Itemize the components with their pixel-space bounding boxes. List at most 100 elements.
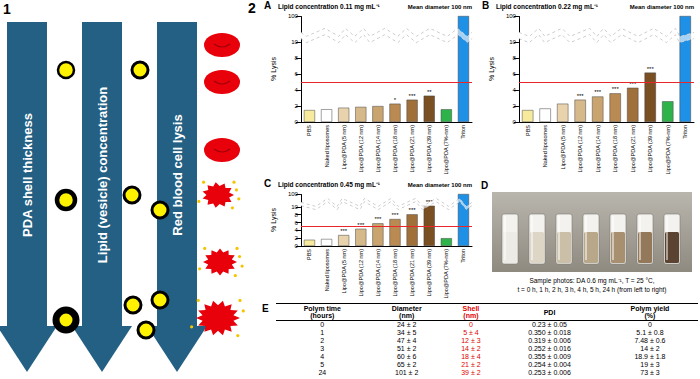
svg-text:% Lysis: % Lysis: [270, 208, 278, 232]
html-text:5 ± 4: 5 ± 4: [463, 329, 479, 336]
svg-text:Sample photos: DA 0.6 mg mL⁻¹,: Sample photos: DA 0.6 mg mL⁻¹, T = 25 °C…: [529, 277, 654, 285]
svg-text:***: ***: [647, 66, 655, 72]
svg-text:***: ***: [409, 207, 417, 213]
svg-text:2: 2: [295, 103, 299, 109]
html-text:Polym time (hours): Polym time (hours): [303, 305, 341, 319]
svg-text:Lipo@PDA (7%-nm): Lipo@PDA (7%-nm): [443, 125, 449, 175]
svg-text:***: ***: [340, 228, 348, 234]
html-text:12 ± 3: 12 ± 3: [461, 337, 481, 344]
svg-text:Lipo@PDA (18 nm): Lipo@PDA (18 nm): [612, 125, 618, 173]
svg-text:8: 8: [295, 55, 299, 61]
svg-text:1: 1: [3, 1, 11, 17]
svg-text:C: C: [264, 178, 271, 189]
svg-text:Lipid concentration 0.22 mg mL: Lipid concentration 0.22 mg mL⁻¹: [496, 3, 598, 11]
svg-text:Lipo@PDA (39 nm): Lipo@PDA (39 nm): [647, 125, 653, 173]
svg-text:100: 100: [506, 13, 517, 19]
html-text:47 ± 4: 47 ± 4: [397, 337, 417, 344]
svg-text:Lipid concentration 0.11 mg mL: Lipid concentration 0.11 mg mL⁻¹: [278, 3, 380, 11]
svg-text:***: ***: [374, 216, 382, 222]
svg-text:Triton: Triton: [460, 249, 466, 263]
svg-text:Lipo@PDA (39 nm): Lipo@PDA (39 nm): [426, 125, 432, 173]
svg-text:0: 0: [513, 119, 517, 125]
html-text:0.350 ± 0.018: 0.350 ± 0.018: [528, 329, 571, 336]
html-text:Polym yield (%): Polym yield (%): [630, 305, 670, 319]
svg-text:***: ***: [629, 81, 637, 87]
svg-text:Mean diameter 100 nm: Mean diameter 100 nm: [408, 182, 472, 188]
svg-text:Lipo@PDA (18 nm): Lipo@PDA (18 nm): [392, 125, 398, 173]
svg-text:6: 6: [513, 71, 517, 77]
svg-text:6: 6: [295, 71, 299, 77]
svg-text:***: ***: [392, 212, 400, 218]
svg-text:Lipo@PDA (7%-nm): Lipo@PDA (7%-nm): [665, 125, 671, 175]
svg-text:0: 0: [295, 243, 299, 249]
svg-text:***: ***: [594, 89, 602, 95]
svg-text:6: 6: [295, 220, 299, 226]
html-text:0.319 ± 0.006: 0.319 ± 0.006: [528, 337, 571, 344]
svg-text:A: A: [264, 0, 271, 11]
svg-text:Lipo@PDA (5 nm): Lipo@PDA (5 nm): [341, 249, 347, 294]
svg-text:Lipo@PDA (12 nm): Lipo@PDA (12 nm): [358, 249, 364, 297]
svg-text:Lipo@PDA (39 nm): Lipo@PDA (39 nm): [426, 249, 432, 297]
svg-text:Lipo@PDA (18 nm): Lipo@PDA (18 nm): [392, 249, 398, 297]
svg-text:PBS: PBS: [306, 249, 312, 260]
svg-text:2: 2: [513, 103, 517, 109]
svg-text:Lipid concentration 0.45 mg mL: Lipid concentration 0.45 mg mL⁻¹: [278, 181, 380, 189]
svg-text:% Lysis: % Lysis: [270, 57, 278, 81]
svg-text:PBS: PBS: [525, 125, 531, 136]
svg-text:10: 10: [291, 204, 298, 210]
svg-text:Lipo@PDA (5 nm): Lipo@PDA (5 nm): [560, 125, 566, 170]
svg-text:Lipo@PDA (21 nm): Lipo@PDA (21 nm): [409, 125, 415, 173]
svg-text:Naked liposomes: Naked liposomes: [324, 125, 330, 167]
svg-text:PDA shell thickness: PDA shell thickness: [20, 113, 35, 237]
html-text:34 ± 5: 34 ± 5: [397, 329, 417, 336]
html-text:24 ± 2: 24 ± 2: [397, 321, 417, 328]
svg-text:PBS: PBS: [306, 125, 312, 136]
svg-text:B: B: [482, 0, 489, 11]
svg-text:Lipo@PDA (5 nm): Lipo@PDA (5 nm): [341, 125, 347, 170]
html-text:Shell (nm): Shell (nm): [462, 305, 480, 319]
svg-text:Naked liposomes: Naked liposomes: [542, 125, 548, 167]
html-text:PDI: PDI: [543, 308, 556, 316]
svg-text:100: 100: [288, 191, 299, 197]
svg-text:*: *: [394, 97, 397, 103]
svg-text:10: 10: [291, 39, 298, 45]
html-text:2: 2: [248, 0, 256, 16]
html-text:E: E: [262, 303, 269, 314]
svg-text:4: 4: [513, 87, 517, 93]
html-text:51 ± 2: 51 ± 2: [397, 345, 417, 352]
svg-text:Mean diameter 100 nm: Mean diameter 100 nm: [408, 4, 472, 10]
svg-text:8: 8: [513, 55, 517, 61]
svg-text:Lipo@PDA (21 nm): Lipo@PDA (21 nm): [409, 249, 415, 297]
svg-text:***: ***: [409, 93, 417, 99]
svg-text:D: D: [481, 180, 488, 191]
svg-text:100: 100: [288, 13, 299, 19]
svg-text:Triton: Triton: [460, 125, 466, 139]
html-text:0.23 ± 0.05: 0.23 ± 0.05: [532, 321, 567, 328]
html-text:5.1 ± 0.8: 5.1 ± 0.8: [636, 329, 664, 336]
svg-text:% Lysis: % Lysis: [488, 57, 496, 81]
svg-text:8: 8: [295, 212, 299, 218]
svg-text:0: 0: [295, 119, 299, 125]
svg-text:Lipo@PDA (12 nm): Lipo@PDA (12 nm): [577, 125, 583, 173]
svg-text:Naked liposomes: Naked liposomes: [324, 249, 330, 291]
html-text:7.48 ± 0.6: 7.48 ± 0.6: [634, 337, 666, 344]
svg-text:***: ***: [612, 86, 620, 92]
svg-text:Triton: Triton: [682, 125, 688, 139]
svg-text:2: 2: [295, 235, 299, 241]
svg-text:Lipid (vesicle) concentration: Lipid (vesicle) concentration: [95, 87, 110, 263]
svg-text:Mean diameter 100 nm: Mean diameter 100 nm: [630, 4, 694, 10]
svg-text:Lipo@PDA (14 nm): Lipo@PDA (14 nm): [375, 249, 381, 297]
svg-text:4: 4: [295, 87, 299, 93]
svg-text:Lipo@PDA (21 nm): Lipo@PDA (21 nm): [630, 125, 636, 173]
svg-text:4: 4: [295, 227, 299, 233]
svg-text:10: 10: [509, 39, 516, 45]
svg-text:Red blood cell lysis: Red blood cell lysis: [170, 114, 185, 235]
svg-text:Lipo@PDA (14 nm): Lipo@PDA (14 nm): [375, 125, 381, 173]
html-text:Diameter (nm): Diameter (nm): [391, 305, 422, 319]
svg-text:t = 0 h, 1 h, 2 h, 3 h, 4 h, 5: t = 0 h, 1 h, 2 h, 3 h, 4 h, 5 h, 24 h (…: [517, 286, 666, 294]
svg-text:Lipo@PDA (14 nm): Lipo@PDA (14 nm): [595, 125, 601, 173]
svg-text:Lipo@PDA (7%-nm): Lipo@PDA (7%-nm): [443, 249, 449, 299]
svg-text:Lipo@PDA (12 nm): Lipo@PDA (12 nm): [358, 125, 364, 173]
svg-text:**: **: [427, 89, 432, 95]
svg-text:***: ***: [577, 93, 585, 99]
